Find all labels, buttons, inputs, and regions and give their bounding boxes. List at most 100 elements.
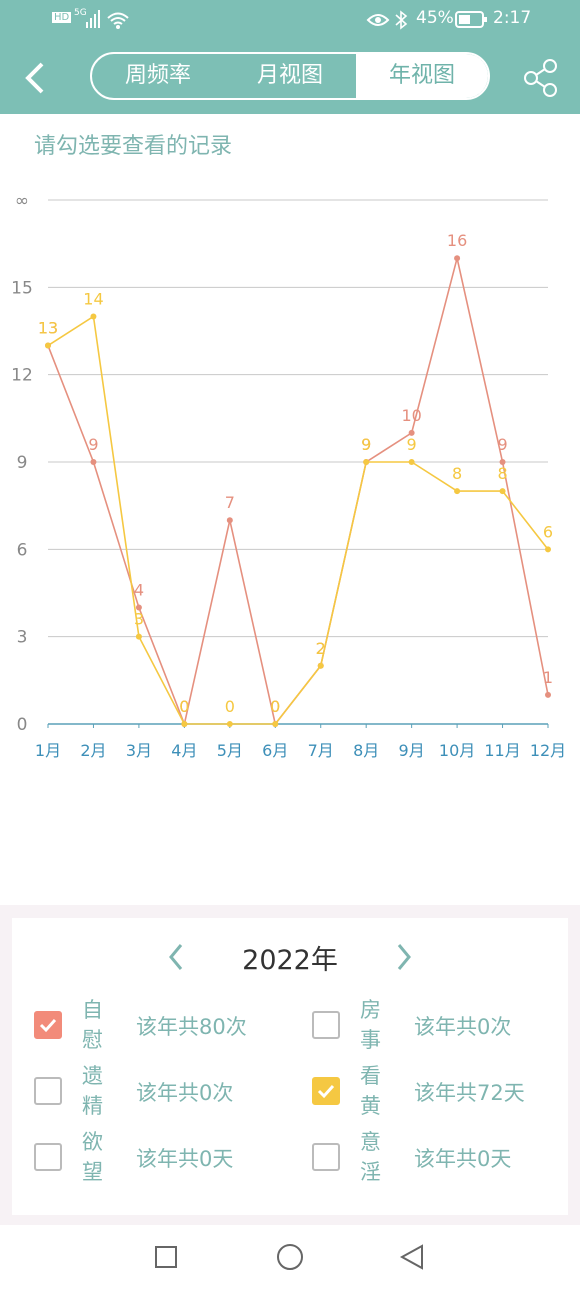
year-label: 2022年 <box>242 945 338 976</box>
data-label: 8 <box>497 464 507 483</box>
record-summary: 该年共0天 <box>414 1147 512 1171</box>
data-label: 10 <box>401 406 421 425</box>
tab[interactable]: 年视图 <box>356 54 488 98</box>
data-point <box>545 691 551 698</box>
checkbox[interactable] <box>312 1011 340 1039</box>
back-button[interactable] <box>20 60 50 96</box>
checkbox[interactable] <box>34 1077 62 1105</box>
x-tick-label: 12月 <box>530 741 566 760</box>
back-nav-button[interactable] <box>399 1244 423 1270</box>
x-tick-label: 11月 <box>484 741 520 760</box>
recents-button[interactable] <box>155 1246 177 1268</box>
data-point <box>272 721 279 727</box>
y-tick-label: 6 <box>17 540 28 560</box>
data-label: 4 <box>134 581 144 600</box>
data-label: 2 <box>316 639 326 658</box>
x-tick-label: 9月 <box>399 741 425 760</box>
checkbox[interactable] <box>34 1011 62 1039</box>
x-tick-label: 1月 <box>35 741 61 760</box>
check-mark <box>39 1018 57 1033</box>
records-card <box>12 918 568 1215</box>
data-point <box>545 546 551 553</box>
data-label: 0 <box>270 697 280 716</box>
y-tick-label: 9 <box>17 453 28 473</box>
y-tick-label: 12 <box>11 366 33 386</box>
data-label: 0 <box>179 697 189 716</box>
record-label: 欲望 <box>82 1130 103 1184</box>
data-point <box>499 488 506 495</box>
tab[interactable]: 月视图 <box>256 63 323 88</box>
data-label: 13 <box>38 319 58 338</box>
battery-percent: 45% <box>416 8 454 28</box>
data-point <box>408 429 415 436</box>
data-point <box>181 721 188 727</box>
clock: 2:17 <box>493 8 532 28</box>
y-tick-label: 0 <box>17 715 28 735</box>
data-point <box>90 459 97 465</box>
record-label: 遗精 <box>82 1064 103 1118</box>
hd-badge: HD <box>52 12 72 23</box>
checkbox[interactable] <box>312 1077 340 1105</box>
tab[interactable]: 周频率 <box>124 63 191 88</box>
x-tick-label: 4月 <box>171 741 197 760</box>
data-label: 0 <box>179 697 189 716</box>
x-tick-label: 10月 <box>439 741 475 760</box>
y-tick-label: ∞ <box>15 191 29 211</box>
data-point <box>363 459 370 465</box>
data-point <box>454 255 461 262</box>
data-label: 0 <box>270 697 280 716</box>
data-label: 0 <box>225 697 235 716</box>
data-point <box>317 662 324 669</box>
prev-year[interactable] <box>166 942 186 972</box>
x-tick-label: 2月 <box>80 741 106 760</box>
checkbox[interactable] <box>312 1143 340 1171</box>
x-tick-label: 3月 <box>126 741 152 760</box>
record-summary: 该年共80次 <box>136 1015 247 1039</box>
data-label: 6 <box>543 522 553 541</box>
data-label: 1 <box>543 668 553 687</box>
x-tick-label: 8月 <box>353 741 379 760</box>
data-point <box>499 459 506 465</box>
record-label: 看黄 <box>360 1064 381 1118</box>
status-icons <box>86 10 129 29</box>
status-icons-right <box>366 10 408 30</box>
data-point <box>135 604 142 611</box>
y-tick-label: 3 <box>17 628 28 648</box>
prompt: 请勾选要查看的记录 <box>34 134 233 159</box>
x-tick-label: 6月 <box>262 741 288 760</box>
data-label: 8 <box>452 464 462 483</box>
record-label: 意淫 <box>360 1130 381 1184</box>
data-label: 9 <box>361 435 371 454</box>
data-label: 9 <box>88 435 98 454</box>
data-point <box>45 342 51 349</box>
check-mark <box>317 1084 335 1099</box>
data-label: 14 <box>83 289 103 308</box>
y-tick-label: 15 <box>11 278 33 298</box>
x-tick-label: 7月 <box>308 741 334 760</box>
data-label: 9 <box>361 435 371 454</box>
data-point <box>454 488 461 495</box>
record-summary: 该年共72天 <box>414 1081 525 1105</box>
data-label: 2 <box>316 639 326 658</box>
data-label: 16 <box>447 231 467 250</box>
record-summary: 该年共0次 <box>414 1015 512 1039</box>
data-label: 9 <box>497 435 507 454</box>
data-label: 9 <box>407 435 417 454</box>
home-button[interactable] <box>277 1244 303 1270</box>
share-button[interactable] <box>522 58 562 98</box>
battery-icon <box>455 11 487 28</box>
data-point <box>90 313 97 320</box>
data-point <box>226 517 233 524</box>
data-label: 7 <box>225 493 235 512</box>
checkbox[interactable] <box>34 1143 62 1171</box>
tab-switcher: 周频率 月视图 年视图 <box>90 52 490 100</box>
record-summary: 该年共0次 <box>136 1081 234 1105</box>
next-year[interactable] <box>394 942 414 972</box>
data-point <box>135 633 142 640</box>
data-label: 13 <box>38 319 58 338</box>
top-bar: HD 5G 45% 2:17 周频率 月视图 年视图 <box>0 0 580 114</box>
nav-bar <box>0 1225 580 1289</box>
nav-icons <box>155 1244 423 1270</box>
